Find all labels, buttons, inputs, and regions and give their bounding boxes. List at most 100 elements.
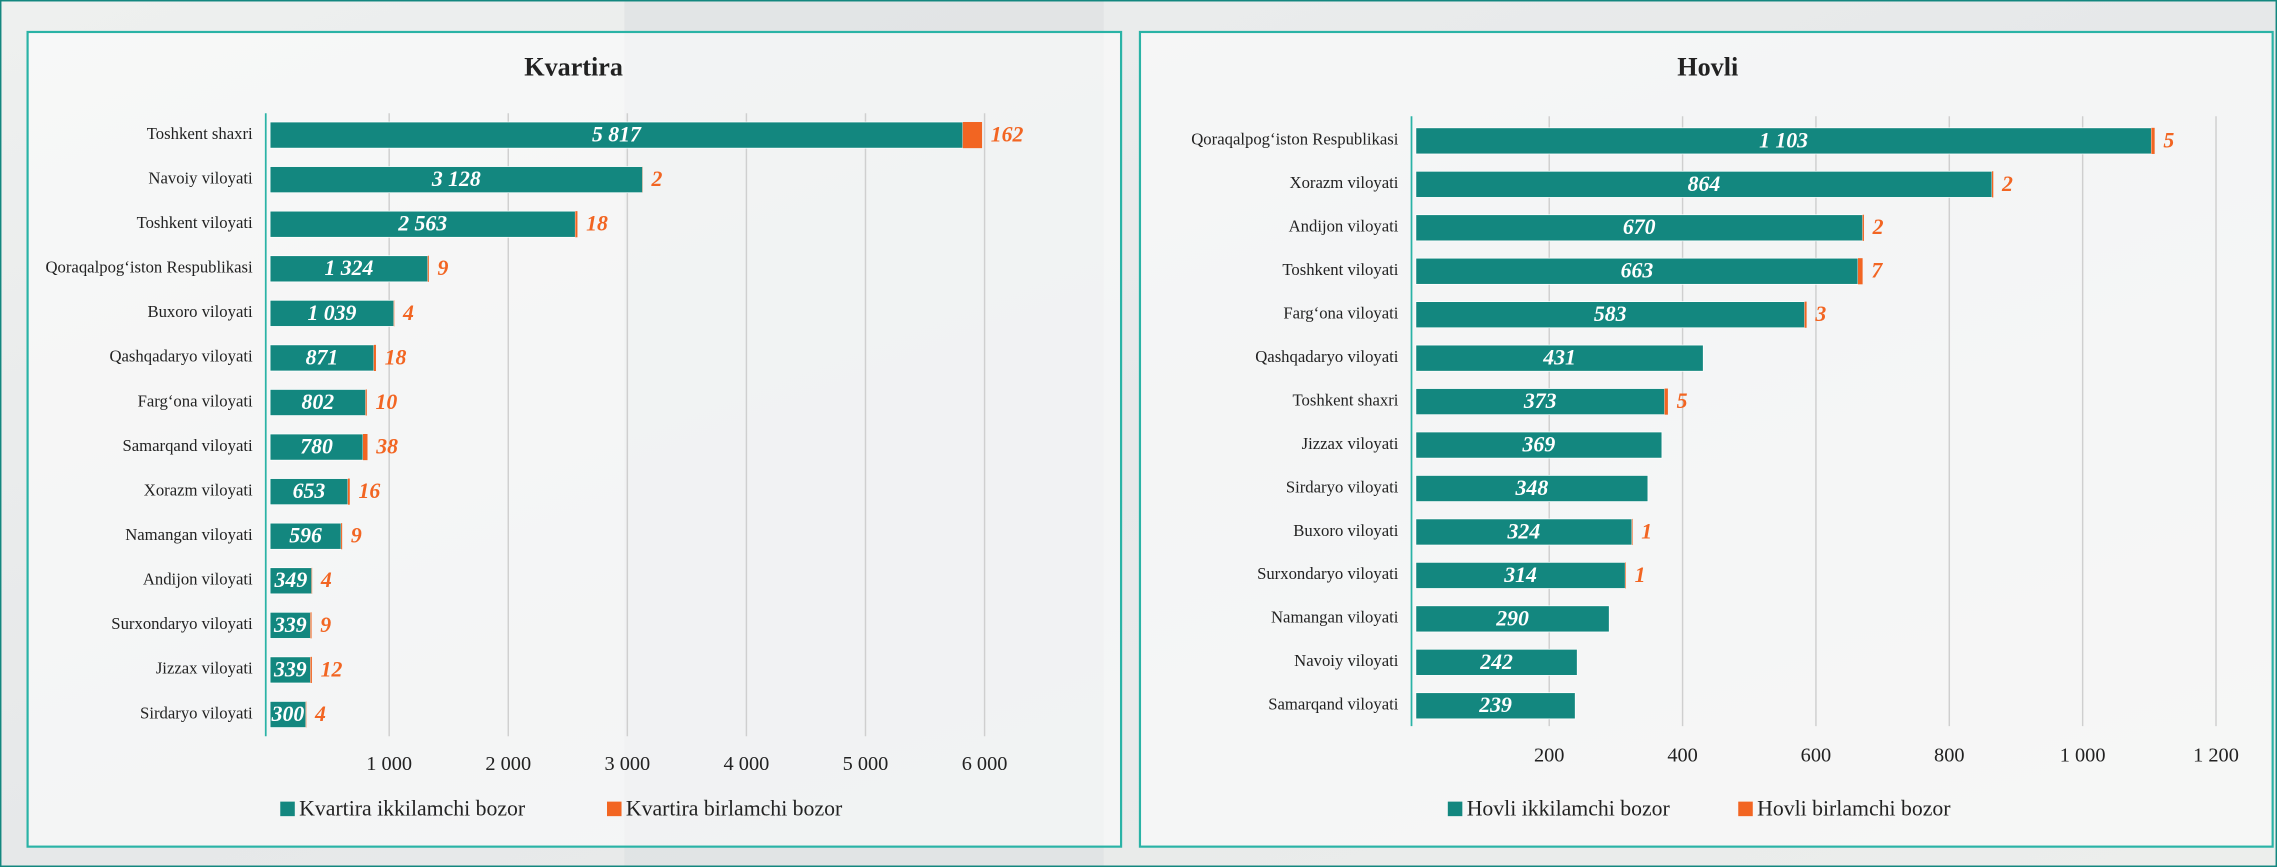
y-tick-label: Navoiy viloyati bbox=[1294, 651, 1399, 670]
bar-segment bbox=[348, 479, 350, 505]
y-tick-label: Surxondaryo viloyati bbox=[111, 614, 253, 633]
bar-segment bbox=[1992, 171, 1993, 197]
value-label: 780 bbox=[300, 435, 333, 459]
value-label: 4 bbox=[314, 702, 326, 726]
y-tick-label: Toshkent shaxri bbox=[147, 124, 253, 143]
y-tick-label: Qashqadaryo viloyati bbox=[109, 347, 253, 366]
value-label: 1 bbox=[1641, 519, 1652, 543]
y-tick-label: Surxondaryo viloyati bbox=[1257, 564, 1399, 583]
value-label: 339 bbox=[273, 657, 307, 681]
value-label: 3 128 bbox=[431, 167, 481, 191]
value-label: 2 bbox=[2001, 172, 2013, 196]
value-label: 290 bbox=[1495, 606, 1529, 630]
bar-segment bbox=[310, 657, 311, 683]
value-label: 596 bbox=[289, 524, 322, 548]
x-tick-label: 2 000 bbox=[485, 753, 531, 775]
value-label: 864 bbox=[1688, 172, 1721, 196]
value-label: 16 bbox=[358, 479, 380, 503]
legend-swatch bbox=[1448, 802, 1463, 817]
y-tick-label: Qoraqalpogʻiston Respublikasi bbox=[1191, 130, 1399, 149]
x-tick-label: 600 bbox=[1801, 744, 1831, 766]
bar-segment bbox=[1625, 562, 1626, 588]
value-label: 242 bbox=[1479, 650, 1513, 674]
y-tick-label: Navoiy viloyati bbox=[148, 168, 253, 187]
value-label: 349 bbox=[274, 568, 308, 592]
value-label: 871 bbox=[306, 345, 339, 369]
y-tick-label: Namangan viloyati bbox=[1271, 608, 1399, 627]
value-label: 5 817 bbox=[592, 123, 642, 147]
value-label: 18 bbox=[385, 345, 407, 369]
value-label: 38 bbox=[375, 435, 398, 459]
y-tick-label: Andijon viloyati bbox=[1289, 217, 1399, 236]
x-tick-label: 800 bbox=[1934, 744, 1965, 766]
value-label: 18 bbox=[586, 212, 608, 236]
value-label: 324 bbox=[1507, 519, 1541, 543]
value-label: 348 bbox=[1515, 476, 1549, 500]
value-label: 9 bbox=[438, 256, 449, 280]
value-label: 9 bbox=[320, 613, 331, 637]
value-label: 339 bbox=[273, 613, 307, 637]
value-label: 9 bbox=[351, 524, 362, 548]
y-tick-label: Fargʻona viloyati bbox=[1283, 304, 1398, 323]
legend-label: Kvartira ikkilamchi bozor bbox=[299, 796, 526, 820]
y-tick-label: Buxoro viloyati bbox=[1293, 521, 1399, 540]
legend-swatch bbox=[607, 802, 622, 817]
bar-segment bbox=[2151, 128, 2154, 154]
legend-label: Hovli ikkilamchi bozor bbox=[1467, 796, 1671, 820]
value-label: 2 563 bbox=[397, 212, 447, 236]
value-label: 10 bbox=[376, 390, 398, 414]
x-tick-label: 3 000 bbox=[604, 753, 650, 775]
bar-segment bbox=[1858, 258, 1863, 284]
x-tick-label: 6 000 bbox=[962, 753, 1008, 775]
y-tick-label: Sirdaryo viloyati bbox=[140, 703, 253, 722]
value-label: 239 bbox=[1478, 693, 1512, 717]
value-label: 2 bbox=[651, 167, 663, 191]
legend-swatch bbox=[280, 802, 295, 817]
value-label: 1 039 bbox=[307, 301, 356, 325]
value-label: 663 bbox=[1621, 259, 1654, 283]
value-label: 1 103 bbox=[1759, 128, 1808, 152]
bar-segment bbox=[374, 345, 376, 371]
x-tick-label: 4 000 bbox=[724, 753, 770, 775]
value-label: 431 bbox=[1542, 346, 1576, 370]
value-label: 2 bbox=[1872, 215, 1884, 239]
chart: Kvartira1 0002 0003 0004 0005 0006 000To… bbox=[0, 0, 2277, 867]
bar-segment bbox=[1632, 519, 1633, 545]
chart-title: Kvartira bbox=[524, 53, 623, 82]
bar-segment bbox=[310, 612, 311, 638]
value-label: 314 bbox=[1503, 563, 1537, 587]
bar-segment bbox=[1863, 215, 1864, 241]
y-tick-label: Samarqand viloyati bbox=[122, 436, 253, 455]
value-label: 653 bbox=[293, 479, 326, 503]
x-tick-label: 1 000 bbox=[2060, 744, 2106, 766]
value-label: 7 bbox=[1871, 259, 1883, 283]
y-tick-label: Jizzax viloyati bbox=[1302, 434, 1399, 453]
value-label: 670 bbox=[1623, 215, 1656, 239]
value-label: 5 bbox=[1677, 389, 1688, 413]
value-label: 3 bbox=[1814, 302, 1826, 326]
y-tick-label: Buxoro viloyati bbox=[147, 302, 253, 321]
value-label: 1 bbox=[1635, 563, 1646, 587]
value-label: 583 bbox=[1594, 302, 1627, 326]
value-label: 5 bbox=[2163, 128, 2174, 152]
value-label: 4 bbox=[402, 301, 414, 325]
value-label: 162 bbox=[991, 123, 1024, 147]
y-tick-label: Xorazm viloyati bbox=[1290, 173, 1399, 192]
bar-segment bbox=[1665, 389, 1668, 415]
y-tick-label: Toshkent viloyati bbox=[137, 213, 253, 232]
bar-segment bbox=[1805, 302, 1807, 328]
x-tick-label: 1 200 bbox=[2193, 744, 2239, 766]
bar-segment bbox=[575, 211, 577, 237]
value-label: 12 bbox=[321, 657, 343, 681]
legend-label: Hovli birlamchi bozor bbox=[1757, 796, 1951, 820]
y-tick-label: Jizzax viloyati bbox=[156, 659, 253, 678]
y-tick-label: Qashqadaryo viloyati bbox=[1255, 347, 1399, 366]
y-tick-label: Toshkent viloyati bbox=[1282, 260, 1398, 279]
chart-title: Hovli bbox=[1677, 53, 1738, 82]
y-tick-label: Toshkent shaxri bbox=[1293, 390, 1399, 409]
value-label: 1 324 bbox=[324, 256, 373, 280]
bar-segment bbox=[366, 389, 367, 415]
y-tick-label: Namangan viloyati bbox=[125, 525, 253, 544]
x-tick-label: 400 bbox=[1667, 744, 1697, 766]
y-tick-label: Qoraqalpogʻiston Respublikasi bbox=[45, 258, 253, 277]
